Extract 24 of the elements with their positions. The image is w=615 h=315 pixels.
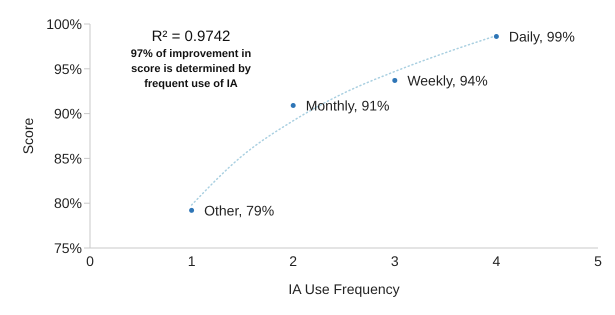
point <box>494 34 499 40</box>
annotation: 97% of improvement in score is determined by frequent use of IA <box>130 47 252 92</box>
data-label: Monthly, 91% <box>306 98 390 114</box>
x-tick-label: 1 <box>188 252 196 269</box>
y-axis-title: Score <box>20 118 36 154</box>
y-tick-label: 95% <box>54 60 82 77</box>
x-tick-label: 4 <box>492 252 500 269</box>
point <box>392 78 398 83</box>
x-tick-label: 0 <box>86 252 94 269</box>
data-label: Other, 79% <box>204 202 274 218</box>
point <box>189 208 194 213</box>
annotation: R² = 0.9742 <box>150 28 232 45</box>
x-tick-label: 3 <box>390 252 399 269</box>
data-label: Weekly, 94% <box>407 72 488 88</box>
y-tick-label: 85% <box>54 150 82 166</box>
x-tick-label: 2 <box>289 252 298 269</box>
point <box>290 103 296 108</box>
y-tick-label: 90% <box>54 106 82 122</box>
y-tick-label: 100% <box>46 16 82 32</box>
y-tick-label: 75% <box>54 240 82 256</box>
x-tick-label: 5 <box>594 252 602 269</box>
data-label: Daily, 99% <box>508 28 575 45</box>
y-tick-label: 80% <box>54 195 82 212</box>
x-axis-title: IA Use Frequency <box>288 281 400 297</box>
